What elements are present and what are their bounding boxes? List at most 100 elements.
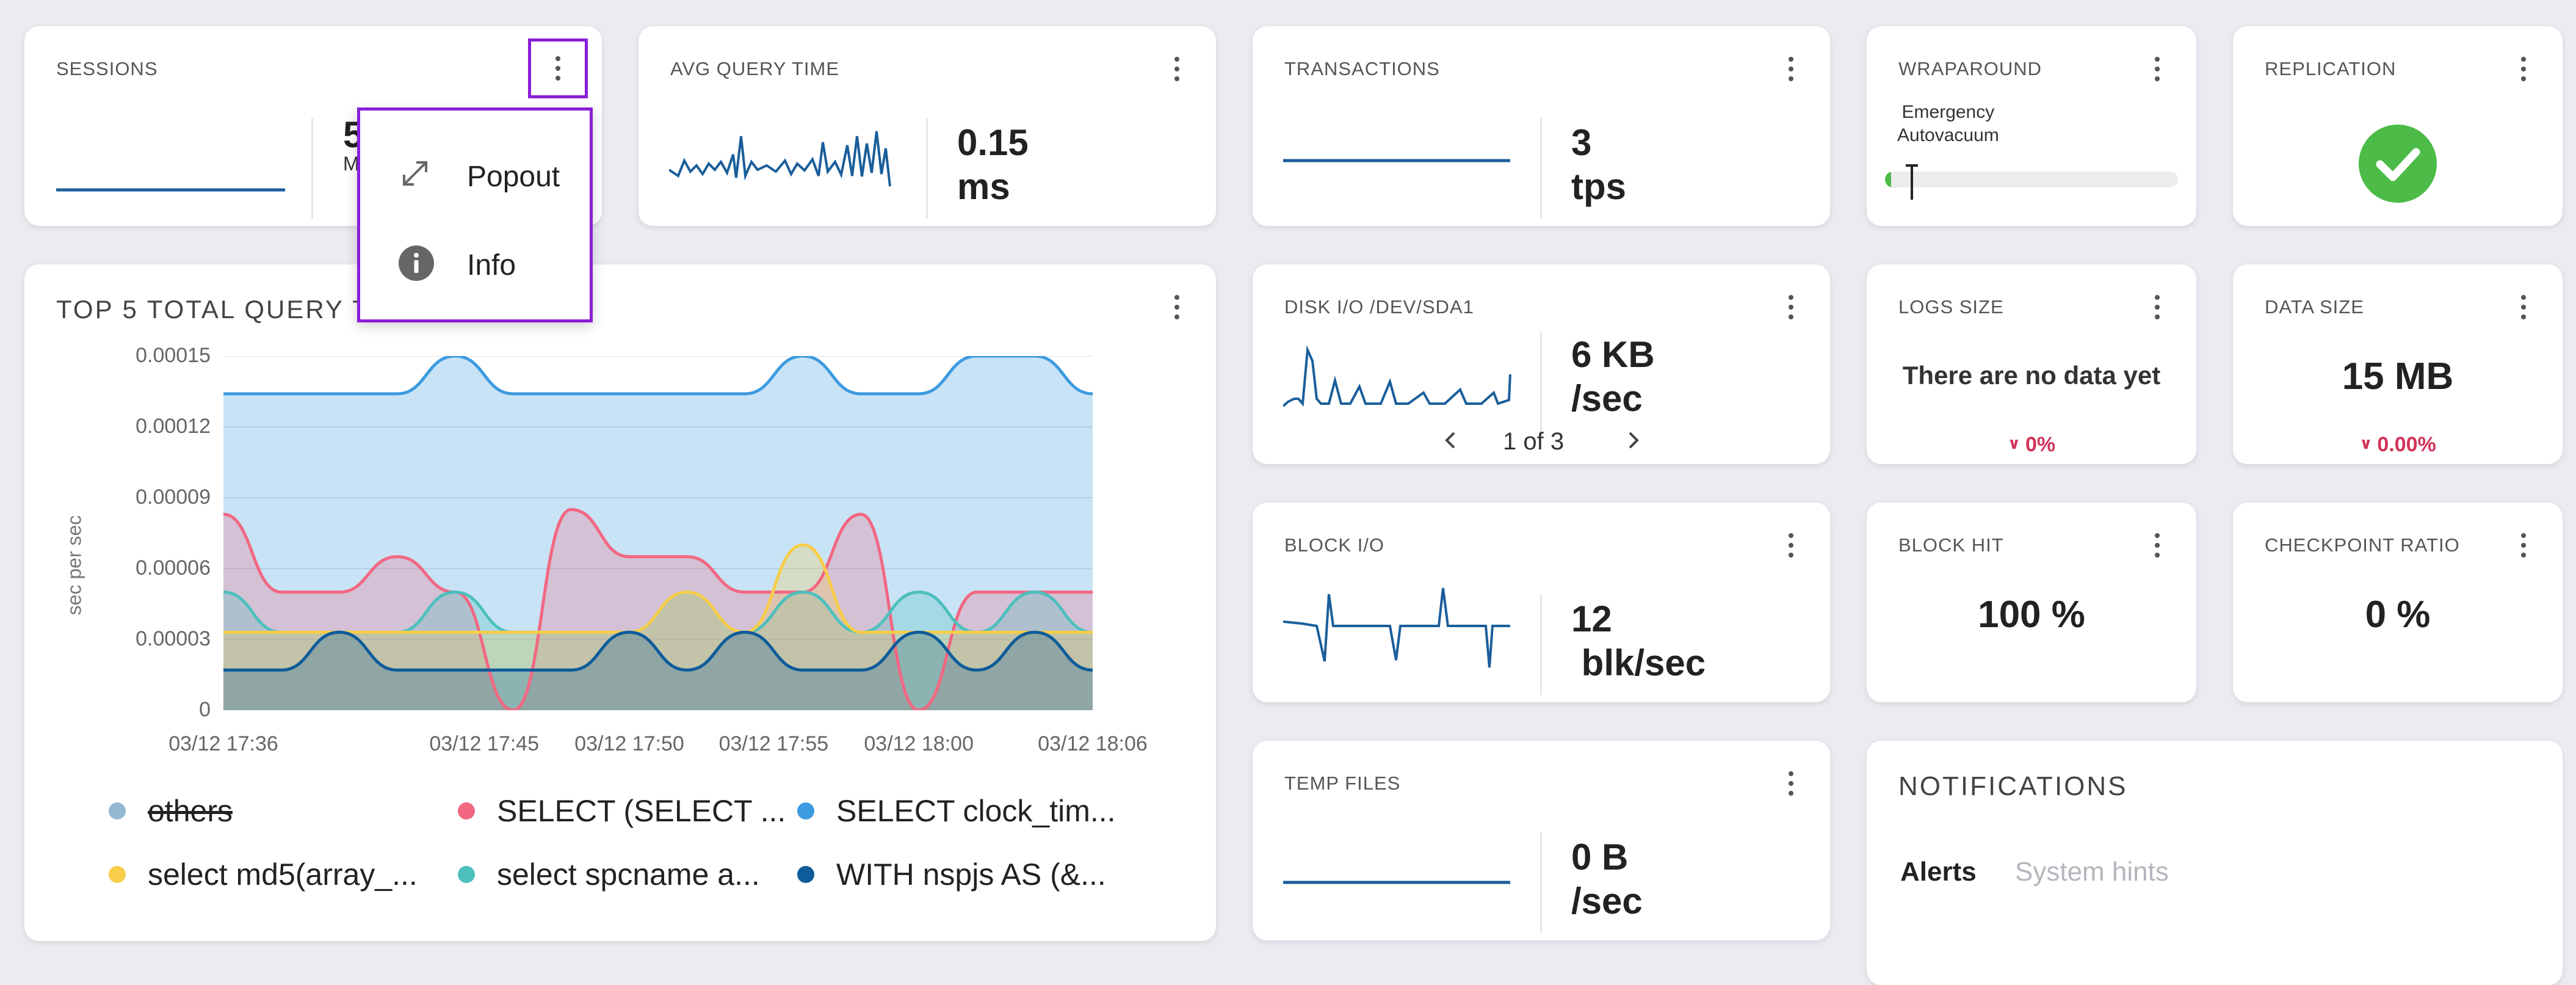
chevron-down-icon: ∨ — [2359, 434, 2373, 453]
legend-label: select md5(array_... — [148, 857, 418, 892]
legend-label: SELECT clock_tim... — [836, 794, 1116, 828]
series-line — [223, 507, 1093, 710]
disk-io-value: 6 KB — [1571, 334, 1655, 375]
transactions-value: 3 — [1571, 122, 1592, 163]
check-circle-icon — [2359, 125, 2437, 203]
y-tick-label: 0.00009 — [136, 485, 211, 509]
card-menu-button[interactable] — [2145, 289, 2169, 325]
replication-card: REPLICATION — [2233, 26, 2563, 226]
card-title: TRANSACTIONS — [1284, 58, 1440, 79]
tab-system-hints[interactable]: System hints — [2015, 857, 2169, 887]
menu-item-popout[interactable]: Popout — [360, 138, 590, 211]
y-tick-label: 0.00012 — [136, 415, 211, 438]
card-menu-button[interactable] — [1165, 51, 1189, 87]
legend-item[interactable]: others — [109, 793, 233, 829]
card-title: TEMP FILES — [1284, 772, 1401, 794]
card-menu-button[interactable] — [2145, 51, 2169, 87]
block-io-value: 12 — [1571, 598, 1612, 639]
sessions-menu-button[interactable] — [528, 38, 588, 98]
y-tick-label: 0.00015 — [136, 344, 211, 367]
wraparound-marker-cap — [1906, 164, 1918, 167]
logs-size-card: LOGS SIZE There are no data yet ∨ 0% — [1867, 264, 2196, 464]
chevron-left-icon[interactable] — [1442, 428, 1460, 453]
series-area — [223, 356, 1093, 710]
card-menu-button[interactable] — [1779, 51, 1803, 87]
legend-item[interactable]: SELECT clock_tim... — [797, 793, 1116, 829]
card-title: TOP 5 TOTAL QUERY T — [56, 295, 370, 324]
legend-item[interactable]: select md5(array_... — [109, 857, 418, 892]
legend-item[interactable]: SELECT (SELECT ... — [458, 793, 786, 829]
temp-files-value: 0 B — [1571, 837, 1629, 878]
y-tick-label: 0.00006 — [136, 556, 211, 580]
card-title: CHECKPOINT RATIO — [2265, 534, 2460, 556]
data-size-value: 15 MB — [2342, 355, 2454, 398]
legend-swatch — [458, 865, 475, 883]
divider — [1540, 832, 1542, 933]
sessions-sparkline — [56, 188, 285, 192]
series-line — [223, 543, 1093, 634]
card-title: DATA SIZE — [2265, 296, 2364, 318]
checkpoint-ratio-value: 0 % — [2365, 594, 2431, 636]
wraparound-progress-fill — [1885, 172, 1891, 187]
chevron-right-icon[interactable] — [1624, 428, 1642, 453]
card-title: BLOCK I/O — [1284, 534, 1385, 556]
legend-swatch — [109, 865, 126, 883]
divider — [926, 118, 928, 219]
card-menu-button[interactable] — [1165, 289, 1189, 325]
avg-query-unit: ms — [957, 166, 1010, 207]
card-title: LOGS SIZE — [1898, 296, 2004, 318]
legend-item[interactable]: WITH nspjs AS (&... — [797, 857, 1106, 892]
card-title: SESSIONS — [56, 58, 158, 79]
notifications-title: NOTIFICATIONS — [1898, 771, 2128, 801]
block-hit-card: BLOCK HIT 100 % — [1867, 503, 2196, 702]
card-menu-button[interactable] — [2511, 51, 2536, 87]
divider — [1540, 594, 1542, 695]
x-tick-label: 03/12 17:36 — [168, 732, 278, 755]
legend-swatch — [458, 802, 475, 820]
wraparound-card: WRAPAROUND Emergency Autovacuum — [1867, 26, 2196, 226]
transactions-unit: tps — [1571, 166, 1626, 207]
block-io-sparkline — [1283, 587, 1510, 668]
checkpoint-ratio-card: CHECKPOINT RATIO 0 % — [2233, 503, 2563, 702]
series-area — [223, 632, 1093, 710]
disk-io-card: DISK I/O /DEV/SDA1 6 KB /sec 1 of 3 — [1253, 264, 1830, 464]
temp-files-card: TEMP FILES 0 B /sec — [1253, 741, 1830, 940]
logs-size-change: ∨ 0% — [2007, 433, 2056, 456]
card-menu-button[interactable] — [1779, 289, 1803, 325]
disk-io-sparkline — [1283, 345, 1511, 407]
wraparound-marker — [1911, 164, 1913, 200]
logs-size-value: There are no data yet — [1902, 361, 2161, 390]
block-io-unit: blk/sec — [1571, 642, 1706, 683]
data-size-card: DATA SIZE 15 MB ∨ 0.00% — [2233, 264, 2563, 464]
legend-swatch — [797, 802, 814, 820]
divider — [1540, 332, 1542, 435]
divider — [1540, 118, 1542, 219]
x-tick-label: 03/12 18:06 — [1038, 732, 1148, 755]
card-menu-button[interactable] — [2511, 527, 2536, 564]
y-axis-label: sec per sec — [63, 515, 85, 616]
card-title: WRAPAROUND — [1898, 58, 2042, 79]
card-menu-button[interactable] — [2511, 289, 2536, 325]
block-hit-value: 100 % — [1978, 594, 2085, 636]
card-menu-button[interactable] — [2145, 527, 2169, 564]
x-tick-label: 03/12 17:45 — [429, 732, 539, 755]
disk-io-pager: 1 of 3 — [1503, 428, 1565, 455]
menu-item-label: Popout — [467, 161, 560, 193]
tab-alerts[interactable]: Alerts — [1900, 857, 1977, 887]
series-line — [223, 630, 1093, 672]
divider — [311, 118, 313, 219]
sessions-sub: M — [343, 153, 360, 175]
card-menu-button[interactable] — [1779, 527, 1803, 564]
temp-files-unit: /sec — [1571, 881, 1643, 921]
card-menu-button[interactable] — [1779, 765, 1803, 802]
menu-item-info[interactable]: Info — [360, 227, 590, 300]
data-size-change: ∨ 0.00% — [2359, 433, 2436, 456]
x-tick-label: 03/12 18:00 — [864, 732, 974, 755]
menu-item-label: Info — [467, 249, 516, 282]
temp-files-sparkline — [1283, 881, 1510, 884]
x-tick-label: 03/12 17:55 — [718, 732, 829, 755]
legend-item[interactable]: select spcname a... — [458, 857, 760, 892]
disk-io-unit: /sec — [1571, 378, 1643, 419]
card-title: BLOCK HIT — [1898, 534, 2004, 556]
avg-query-sparkline — [669, 131, 891, 187]
